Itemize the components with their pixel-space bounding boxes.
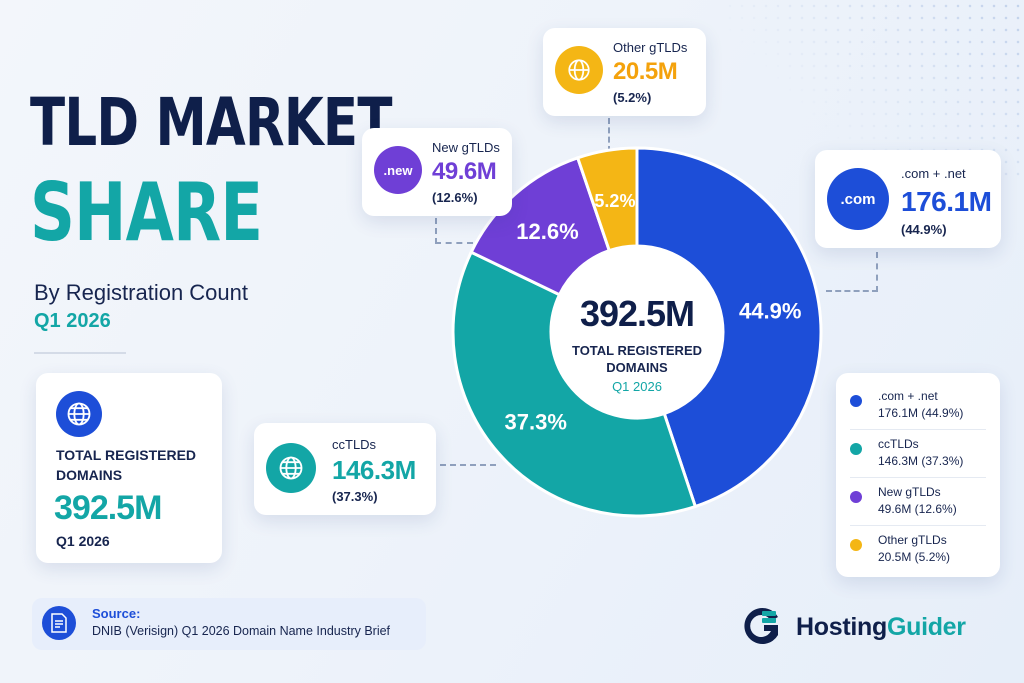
cctlds-name: ccTLDs [332,437,377,452]
globe-icon [56,391,102,437]
cctlds-pct: (37.3%) [332,489,378,504]
other-gtlds-card: Other gTLDs 20.5M (5.2%) [543,28,706,116]
legend-swatch [850,443,862,455]
page-title-line2: SHARE [30,166,263,259]
source-title: Source: [92,606,141,621]
donut-slice-0 [635,146,823,509]
legend-name: ccTLDs [878,437,919,451]
com-net-name: .com + .net [901,166,966,181]
donut-slice-labels: 44.9% 37.3% 12.6% 5.2% [505,191,802,434]
globe-icon [266,443,316,493]
legend-divider [850,429,986,430]
donut-slices [451,146,823,518]
donut-center-period: Q1 2026 [612,379,662,394]
other-gtlds-name: Other gTLDs [613,40,688,55]
legend-name: New gTLDs [878,485,941,499]
donut-slice-label-3: 5.2% [594,191,635,211]
connector-other [608,118,610,152]
connector-cc [440,464,496,466]
legend-detail: 20.5M (5.2%) [878,550,951,564]
legend-divider [850,525,986,526]
chart-legend: .com + .net 176.1M (44.9%) ccTLDs 146.3M… [836,373,1000,577]
brand-name: HostingGuider [796,613,966,642]
legend-item: ccTLDs 146.3M (37.3%) [850,431,990,479]
source-box: Source: DNIB (Verisign) Q1 2026 Domain N… [32,598,426,650]
donut-slice-label-0: 44.9% [739,298,801,323]
donut-center-label: TOTAL REGISTERED DOMAINS [571,343,702,375]
new-gtlds-pct: (12.6%) [432,190,478,205]
legend-swatch [850,395,862,407]
new-gtlds-name: New gTLDs [432,140,500,155]
connector-new [435,218,473,244]
legend-name: Other gTLDs [878,533,947,547]
page-period: Q1 2026 [34,310,111,332]
legend-detail: 49.6M (12.6%) [878,502,957,516]
total-domains-value: 392.5M [54,489,162,527]
source-text: DNIB (Verisign) Q1 2026 Domain Name Indu… [92,624,391,638]
cctlds-value: 146.3M [332,455,416,485]
cctlds-card: ccTLDs 146.3M (37.3%) [254,423,436,515]
new-tld-icon: .new [374,146,422,194]
legend-item: New gTLDs 49.6M (12.6%) [850,479,990,527]
total-domains-period: Q1 2026 [56,533,110,549]
legend-detail: 146.3M (37.3%) [878,454,964,468]
com-net-pct: (44.9%) [901,222,947,237]
title-divider [34,352,126,354]
legend-swatch [850,539,862,551]
legend-name: .com + .net [878,389,938,403]
total-domains-label: TOTAL REGISTERED DOMAINS [56,447,197,483]
legend-detail: 176.1M (44.9%) [878,406,964,420]
brand-logo[interactable]: HostingGuider [738,603,998,653]
other-gtlds-pct: (5.2%) [613,90,652,105]
donut-center-value: 392.5M [580,293,694,334]
com-tld-icon: .com [827,168,889,230]
donut-slice-label-2: 12.6% [516,219,578,244]
legend-item: Other gTLDs 20.5M (5.2%) [850,527,990,575]
page-subtitle: By Registration Count [34,280,248,305]
brand-name-part2: Guider [886,613,966,641]
connector-com [826,252,878,292]
total-domains-card: TOTAL REGISTERED DOMAINS 392.5M Q1 2026 [36,373,222,563]
com-net-value: 176.1M [901,186,992,217]
page-title-line1: TLD MARKET [30,84,392,161]
brand-name-part1: Hosting [796,613,887,641]
other-gtlds-value: 20.5M [613,58,678,85]
legend-divider [850,477,986,478]
new-gtlds-card: .new New gTLDs 49.6M (12.6%) [362,128,512,216]
donut-hole [551,246,723,418]
donut-slice-label-1: 37.3% [505,409,567,434]
document-icon [42,606,76,640]
com-net-card: .com .com + .net 176.1M (44.9%) [815,150,1001,248]
new-gtlds-value: 49.6M [432,158,497,185]
legend-item: .com + .net 176.1M (44.9%) [850,383,990,431]
donut-chart: 44.9% 37.3% 12.6% 5.2% 392.5M [451,146,823,518]
donut-slice-1 [451,250,698,518]
legend-swatch [850,491,862,503]
hostingguider-logo-icon [744,608,778,644]
globe-icon [555,46,603,94]
